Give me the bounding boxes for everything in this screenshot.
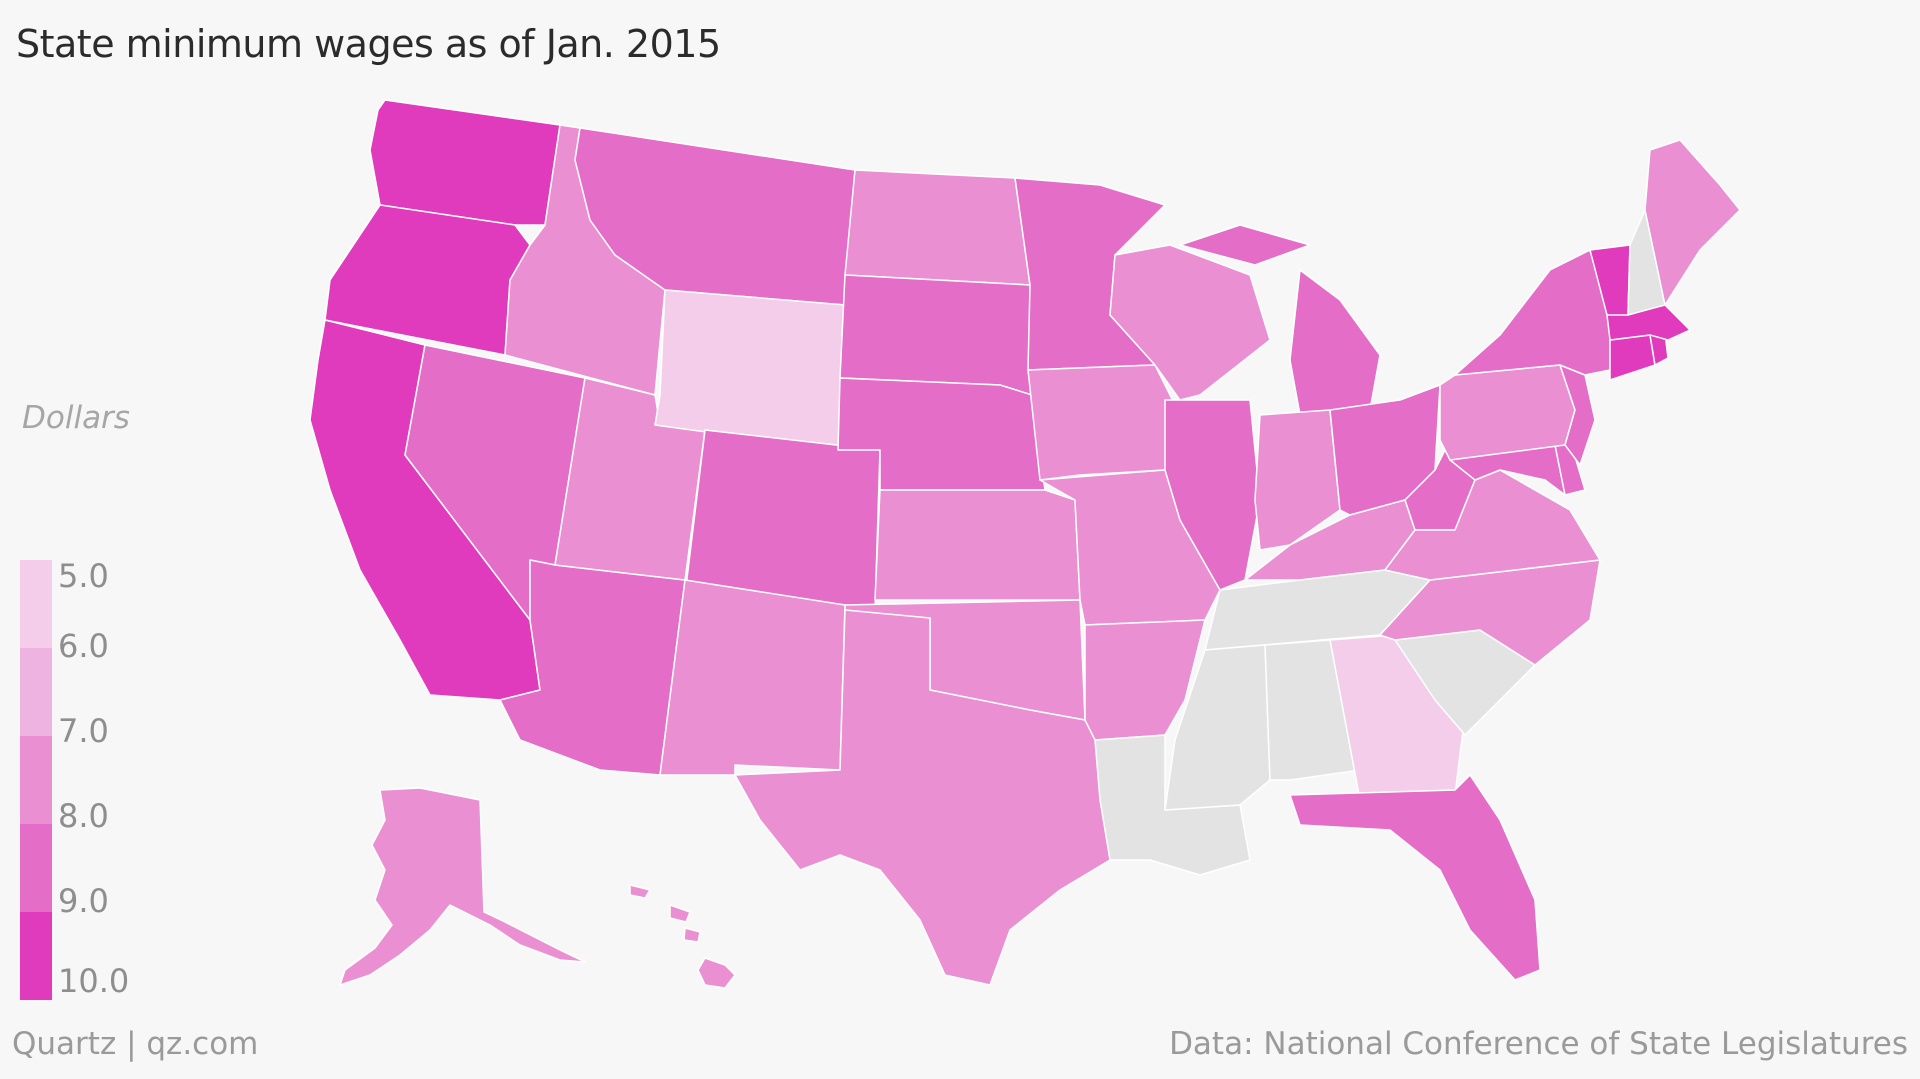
legend-tick: 7.0 [58,712,109,750]
legend-band-7 [20,736,52,824]
legend-tick: 9.0 [58,882,109,920]
state-sd [839,274,1033,396]
color-legend: 5.0 6.0 7.0 8.0 9.0 10.0 [20,560,180,1000]
brand-credit: Quartz | qz.com [12,1026,259,1062]
state-wy [654,289,846,451]
source-credit: Data: National Conference of State Legis… [1169,1026,1908,1062]
state-ks [874,489,1081,601]
state-nm [659,579,846,776]
legend-tick: 8.0 [58,797,109,835]
units-label: Dollars [22,400,130,436]
state-hi [629,884,736,989]
state-pa [1439,364,1576,461]
legend-band-9 [20,912,52,1000]
legend-band-5 [20,560,52,648]
state-fl [1289,774,1541,981]
state-wa [369,99,561,226]
state-la [1094,734,1251,876]
legend-tick: 10.0 [58,962,130,1000]
state-nd [844,169,1031,286]
chart-title: State minimum wages as of Jan. 2015 [16,22,721,66]
state-tx [734,609,1111,986]
state-co [684,429,881,611]
state-ny [1454,249,1611,376]
legend-band-8 [20,824,52,912]
legend-tick: 5.0 [58,557,109,595]
legend-band-6 [20,648,52,736]
state-ct [1609,334,1656,381]
state-il [1164,399,1261,591]
state-ak [339,787,586,986]
state-ia [1027,364,1181,481]
legend-tick: 6.0 [58,627,109,665]
state-me [1644,139,1741,306]
state-wi [1109,244,1271,401]
